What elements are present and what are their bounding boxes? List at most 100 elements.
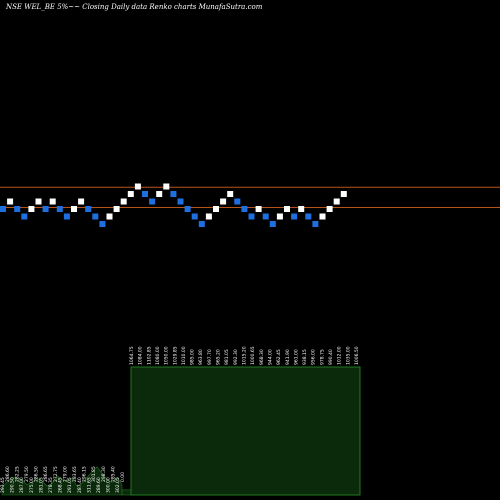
value-label: 956.00 xyxy=(311,349,317,365)
renko-brick xyxy=(319,213,326,220)
value-label: 1015.20 xyxy=(242,346,248,365)
renko-brick xyxy=(7,198,14,205)
renko-brick xyxy=(71,206,77,212)
chart-title: NSE WEL_BE 5%~~ Closing Daily data Renko… xyxy=(6,3,263,11)
value-label: 287.40 xyxy=(77,477,83,493)
renko-brick xyxy=(170,191,177,197)
renko-brick xyxy=(21,213,28,220)
renko-brick xyxy=(234,198,241,205)
value-label: 963.80 xyxy=(198,349,204,365)
value-label: 287.00 xyxy=(19,477,25,493)
renko-brick xyxy=(326,206,333,212)
value-label: 962.45 xyxy=(276,349,282,365)
value-label: 296.15 xyxy=(82,466,88,482)
value-label: 293.45 xyxy=(0,477,6,493)
value-label: 961.00 xyxy=(293,349,299,365)
renko-brick xyxy=(333,198,340,205)
renko-bricks xyxy=(0,183,347,227)
renko-brick xyxy=(63,213,70,220)
value-label: 279.50 xyxy=(24,466,30,482)
value-label: 944.00 xyxy=(267,349,273,365)
value-label: 938.15 xyxy=(302,349,308,365)
renko-brick xyxy=(184,206,191,212)
value-label: 300.00 xyxy=(106,477,112,493)
renko-brick xyxy=(269,221,276,227)
value-label: 1050.00 xyxy=(164,346,170,365)
value-label: 1012.00 xyxy=(337,346,343,365)
renko-brick xyxy=(163,183,170,190)
renko-brick xyxy=(99,221,106,227)
renko-brick xyxy=(248,213,255,220)
value-label: 997.70 xyxy=(207,349,213,365)
value-label: 268.45 xyxy=(58,477,64,493)
renko-brick xyxy=(298,206,305,212)
renko-brick xyxy=(191,213,198,220)
renko-brick xyxy=(78,198,85,205)
value-label: 1010.00 xyxy=(181,346,187,365)
renko-brick xyxy=(305,213,312,220)
value-label: 1064.75 xyxy=(129,346,135,365)
value-label: 275.00 xyxy=(29,477,35,493)
value-label: 282.25 xyxy=(14,466,20,482)
renko-brick xyxy=(0,206,6,212)
value-label: 272.75 xyxy=(53,466,59,482)
renko-brick xyxy=(85,206,92,212)
value-labels: 293.45286.60290.50282.25287.00279.50275.… xyxy=(0,346,360,493)
renko-brick xyxy=(92,213,99,220)
renko-brick xyxy=(106,213,113,220)
renko-brick xyxy=(149,198,156,205)
value-label: 286.50 xyxy=(34,466,40,482)
value-label: 1035.00 xyxy=(345,346,351,365)
renko-brick xyxy=(177,198,184,205)
value-label: 291.05 xyxy=(67,477,73,493)
renko-brick xyxy=(241,206,248,212)
renko-brick xyxy=(28,206,35,212)
renko-brick xyxy=(340,191,347,197)
volume-panel xyxy=(1,366,361,496)
renko-brick xyxy=(276,213,283,220)
value-label: 1102.85 xyxy=(146,346,152,365)
renko-brick xyxy=(14,206,21,212)
renko-brick xyxy=(49,198,56,205)
value-label: 981.05 xyxy=(224,349,230,365)
value-label: 1084.00 xyxy=(138,346,144,365)
value-label: 279.00 xyxy=(62,466,68,482)
volume-bar-main xyxy=(130,366,361,496)
renko-brick xyxy=(56,206,63,212)
renko-brick xyxy=(213,206,219,212)
value-label: 290.50 xyxy=(10,477,16,493)
renko-brick xyxy=(42,206,49,212)
value-label: 1029.85 xyxy=(172,346,178,365)
renko-brick xyxy=(284,206,290,212)
value-label: 1080.00 xyxy=(155,346,161,365)
value-label: 968.30 xyxy=(259,349,265,365)
value-label: 286.65 xyxy=(43,466,49,482)
renko-brick xyxy=(255,206,262,212)
renko-brick xyxy=(113,206,120,212)
value-label: 302.05 xyxy=(115,477,121,493)
reference-lines xyxy=(0,186,500,208)
value-label: 311.65 xyxy=(86,477,92,493)
value-label: 1000.65 xyxy=(250,346,256,365)
value-label: 289.60 xyxy=(96,477,102,493)
volume-bar-small xyxy=(121,489,132,496)
renko-brick xyxy=(291,213,298,220)
renko-brick xyxy=(205,213,212,220)
value-label: 278.35 xyxy=(48,477,54,493)
renko-brick xyxy=(142,191,148,197)
renko-brick xyxy=(134,183,141,190)
renko-brick xyxy=(227,191,234,197)
value-label: 985.00 xyxy=(190,349,196,365)
renko-brick xyxy=(35,198,42,205)
value-label: 0.00 xyxy=(120,472,126,482)
value-label: 301.85 xyxy=(91,466,97,482)
value-label: 285.40 xyxy=(110,466,116,482)
renko-brick xyxy=(120,198,127,205)
renko-brick xyxy=(127,191,134,197)
value-label: 978.75 xyxy=(319,349,325,365)
renko-brick xyxy=(156,191,163,197)
value-label: 281.05 xyxy=(38,477,44,493)
value-label: 941.90 xyxy=(285,349,291,365)
value-label: 1006.50 xyxy=(354,346,360,365)
